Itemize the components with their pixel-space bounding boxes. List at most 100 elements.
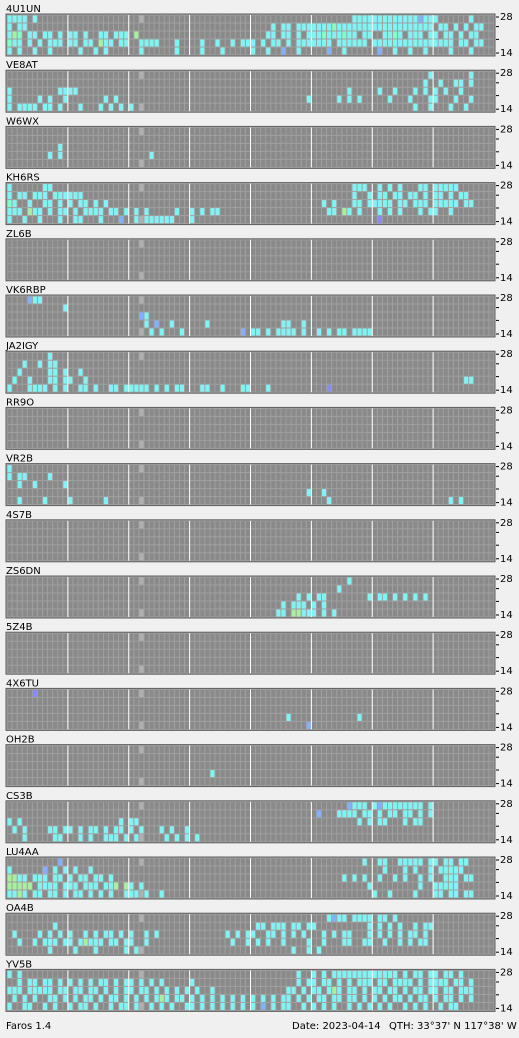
- empty-cell: [88, 416, 93, 424]
- empty-cell: [474, 47, 479, 55]
- empty-cell: [458, 248, 464, 256]
- empty-cell: [276, 432, 281, 440]
- empty-cell: [311, 79, 316, 87]
- empty-cell: [393, 376, 398, 384]
- empty-cell: [474, 368, 479, 376]
- empty-cell: [428, 256, 433, 264]
- empty-cell: [423, 216, 428, 224]
- empty-cell: [474, 200, 479, 208]
- empty-cell: [220, 87, 225, 95]
- empty-cell: [32, 360, 37, 368]
- empty-cell: [32, 248, 37, 256]
- empty-cell: [58, 408, 63, 416]
- empty-cell: [413, 432, 418, 440]
- empty-cell: [93, 376, 98, 384]
- empty-cell: [342, 151, 347, 159]
- empty-cell: [489, 537, 494, 545]
- empty-cell: [215, 408, 220, 416]
- empty-cell: [240, 79, 245, 87]
- empty-cell: [195, 159, 200, 167]
- empty-cell: [322, 368, 327, 376]
- empty-cell: [17, 71, 22, 79]
- empty-cell: [382, 71, 387, 79]
- empty-cell: [73, 497, 78, 505]
- empty-cell: [124, 360, 129, 368]
- empty-cell: [63, 553, 68, 561]
- empty-cell: [337, 208, 342, 216]
- empty-cell: [129, 553, 134, 561]
- band-bottom: 14: [500, 273, 513, 284]
- empty-cell: [245, 432, 250, 440]
- spot-cell: [438, 39, 443, 47]
- empty-cell: [413, 71, 418, 79]
- spot-cell: [337, 23, 342, 31]
- spot-cell: [83, 384, 88, 392]
- spot-cell: [93, 384, 98, 392]
- empty-cell: [43, 296, 48, 304]
- spot-cell: [357, 95, 362, 103]
- spot-cell: [215, 208, 220, 216]
- empty-cell: [276, 79, 281, 87]
- empty-cell: [332, 256, 337, 264]
- empty-cell: [149, 87, 154, 95]
- empty-cell: [139, 440, 144, 448]
- empty-cell: [372, 545, 377, 553]
- empty-cell: [266, 368, 271, 376]
- empty-cell: [245, 296, 250, 304]
- empty-cell: [413, 440, 418, 448]
- spot-cell: [357, 15, 362, 23]
- empty-cell: [256, 296, 261, 304]
- empty-cell: [322, 264, 327, 272]
- empty-cell: [98, 384, 103, 392]
- empty-cell: [382, 312, 387, 320]
- empty-cell: [144, 47, 149, 55]
- empty-cell: [53, 240, 58, 248]
- empty-cell: [423, 95, 428, 103]
- empty-cell: [382, 384, 387, 392]
- empty-cell: [88, 192, 93, 200]
- empty-cell: [433, 248, 438, 256]
- empty-cell: [367, 408, 372, 416]
- empty-cell: [83, 352, 88, 360]
- empty-cell: [185, 272, 190, 280]
- empty-cell: [256, 481, 261, 489]
- empty-cell: [332, 465, 337, 473]
- empty-cell: [225, 71, 230, 79]
- empty-cell: [48, 159, 53, 167]
- empty-cell: [342, 71, 347, 79]
- empty-cell: [408, 216, 413, 224]
- empty-cell: [17, 216, 22, 224]
- empty-cell: [448, 87, 453, 95]
- empty-cell: [185, 320, 190, 328]
- empty-cell: [276, 312, 281, 320]
- empty-cell: [185, 376, 190, 384]
- empty-cell: [63, 256, 68, 264]
- empty-cell: [311, 376, 316, 384]
- empty-cell: [12, 440, 17, 448]
- empty-cell: [372, 320, 377, 328]
- empty-cell: [261, 545, 266, 553]
- empty-cell: [484, 95, 489, 103]
- empty-cell: [119, 184, 124, 192]
- empty-cell: [114, 272, 119, 280]
- empty-cell: [387, 240, 393, 248]
- empty-cell: [225, 384, 230, 392]
- empty-cell: [230, 151, 235, 159]
- empty-cell: [68, 127, 73, 135]
- empty-cell: [48, 384, 53, 392]
- empty-cell: [114, 256, 119, 264]
- empty-cell: [210, 71, 215, 79]
- empty-cell: [124, 553, 129, 561]
- empty-cell: [489, 31, 494, 39]
- empty-cell: [387, 151, 393, 159]
- empty-cell: [281, 440, 286, 448]
- empty-cell: [276, 216, 281, 224]
- empty-cell: [423, 127, 428, 135]
- empty-cell: [22, 184, 27, 192]
- empty-cell: [235, 352, 240, 360]
- empty-cell: [251, 497, 256, 505]
- empty-cell: [185, 103, 190, 111]
- empty-cell: [129, 312, 134, 320]
- empty-cell: [225, 489, 230, 497]
- empty-cell: [398, 481, 403, 489]
